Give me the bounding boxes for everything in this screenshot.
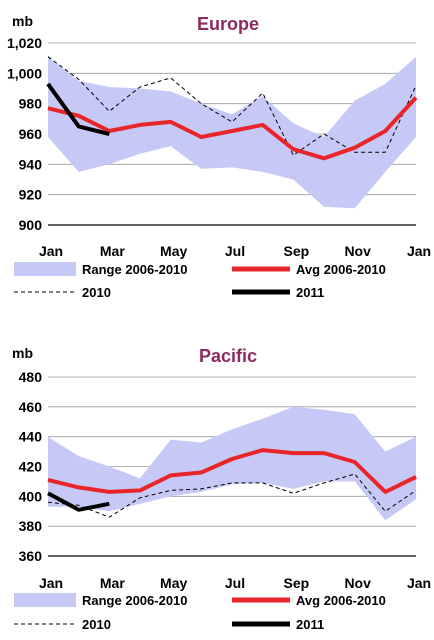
europe-y-tick-label: 940 (19, 156, 43, 172)
europe-chart: mb Europe 900 920 940 960 980 1,000 1,020 Jan M… (7, 13, 431, 300)
europe-x-tick-label: Mar (100, 243, 125, 259)
pacific-unit-label: mb (12, 345, 33, 361)
europe-x-tick-label: Nov (344, 243, 371, 259)
europe-series-2011-line (46, 82, 110, 136)
pacific-x-tick-label: Mar (100, 575, 125, 591)
europe-legend-2011-label: 2011 (296, 285, 324, 300)
pacific-x-tick-label: May (160, 575, 187, 591)
pacific-y-tick-label: 400 (19, 488, 43, 504)
pacific-y-tick-label: 440 (19, 429, 43, 445)
europe-legend-avg-label: Avg 2006-2010 (296, 262, 386, 277)
pacific-legend-range-swatch (14, 593, 76, 607)
pacific-legend-avg-label: Avg 2006-2010 (296, 593, 386, 608)
pacific-chart-title: Pacific (199, 346, 257, 366)
europe-y-tick-label: 980 (19, 96, 43, 112)
pacific-y-tick-label: 480 (19, 369, 43, 385)
europe-x-tick-label: Jan (407, 243, 431, 259)
pacific-y-tick-label: 380 (19, 518, 43, 534)
europe-chart-panel: mb Europe 900 920 940 960 980 1,000 1,020 Jan M… (7, 13, 431, 300)
europe-x-tick-label: Jan (39, 243, 63, 259)
pacific-x-tick-label: Jul (225, 575, 245, 591)
europe-series-avg-2006-2010-line (47, 96, 418, 161)
pacific-y-tick-label: 420 (19, 459, 43, 475)
pacific-legend-range-label: Range 2006-2010 (82, 593, 188, 608)
pacific-x-tick-label: Jan (407, 575, 431, 591)
europe-y-tick-label: 920 (19, 187, 43, 203)
pacific-y-tick-label: 360 (19, 548, 43, 564)
europe-chart-title: Europe (197, 14, 259, 34)
europe-series-2010-line (47, 56, 417, 156)
europe-legend-range-label: Range 2006-2010 (82, 262, 188, 277)
europe-y-tick-label: 1,020 (7, 35, 42, 51)
europe-x-tick-label: May (160, 243, 187, 259)
europe-x-tick-label: Sep (283, 243, 309, 259)
europe-legend-range-swatch (14, 262, 76, 276)
pacific-series-2010-line (47, 473, 417, 518)
pacific-x-tick-label: Jan (39, 575, 63, 591)
europe-x-tick-label: Jul (225, 243, 245, 259)
pacific-series-avg-2006-2010-line (47, 448, 417, 494)
pacific-series-2011-line (47, 491, 110, 512)
pacific-x-tick-label: Sep (283, 575, 309, 591)
europe-legend-2010-label: 2010 (82, 285, 111, 300)
pacific-legend-2010-label: 2010 (82, 617, 111, 632)
europe-y-tick-label: 1,000 (7, 65, 42, 81)
pacific-x-tick-label: Nov (344, 575, 371, 591)
pacific-y-tick-label: 460 (19, 399, 43, 415)
europe-y-tick-label: 900 (19, 217, 43, 233)
pacific-chart-panel: mb Pacific 360 380 400 420 440 460 480 Jan Mar M… (0, 330, 434, 640)
pacific-legend-2011-label: 2011 (296, 617, 324, 632)
europe-unit-label: mb (12, 13, 33, 29)
europe-y-tick-label: 960 (19, 126, 43, 142)
pacific-chart: mb Pacific 360 380 400 420 440 460 480 Jan Mar M… (12, 345, 431, 632)
